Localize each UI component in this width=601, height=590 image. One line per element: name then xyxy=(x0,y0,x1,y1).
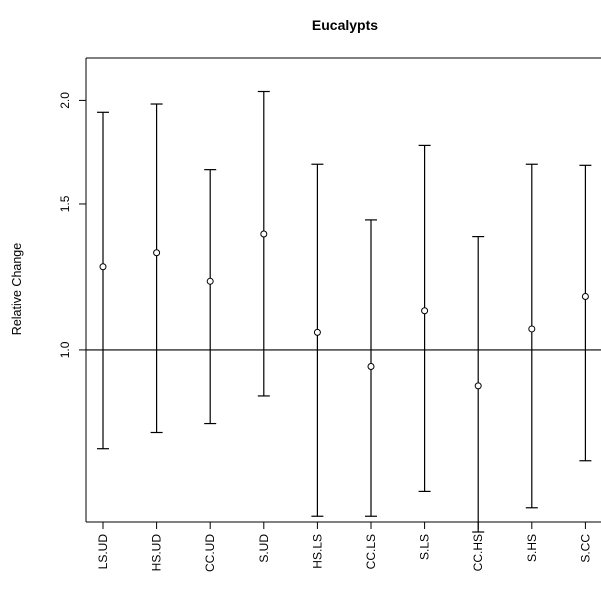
point-estimate xyxy=(206,277,214,285)
x-tick-label: S.CC xyxy=(578,534,592,563)
point-estimate xyxy=(313,328,321,336)
error-bar-hs-ls xyxy=(311,163,324,517)
x-tick-label: S.LS xyxy=(418,534,432,560)
error-bar-cc-ud xyxy=(204,169,217,425)
point-estimate xyxy=(153,249,161,257)
error-bar-s-ls xyxy=(418,144,431,493)
point-estimate xyxy=(421,307,429,315)
error-bar-cc-hs xyxy=(472,235,485,533)
error-bar-s-cc xyxy=(579,164,592,462)
y-tick-label: 1.0 xyxy=(58,341,72,358)
point-estimate xyxy=(260,230,268,238)
point-estimate xyxy=(528,325,536,333)
point-estimate xyxy=(474,382,482,390)
x-tick-label: S.HS xyxy=(525,534,539,562)
x-axis: LS.UD HS.UD CC.UD S.UD HS.LS CC.LS S.LS CC.HS S.… xyxy=(96,522,592,572)
x-tick-label: CC.LS xyxy=(364,534,378,569)
error-bar-cc-ls xyxy=(365,219,377,517)
x-tick-label: CC.HS xyxy=(471,534,485,571)
point-estimate xyxy=(581,292,589,300)
error-bar-s-hs xyxy=(525,163,538,509)
chart-title: Eucalypts xyxy=(312,17,378,33)
error-bar-ls-ud xyxy=(97,111,109,450)
x-tick-label: CC.UD xyxy=(203,534,217,572)
y-tick-label: 2.0 xyxy=(58,92,72,109)
error-bar-hs-ud xyxy=(150,103,163,434)
y-axis: 1.0 1.5 2.0 xyxy=(58,92,86,358)
x-tick-label: HS.LS xyxy=(310,534,324,569)
error-bar-s-ud xyxy=(257,90,270,397)
y-axis-label: Relative Change xyxy=(10,243,24,335)
point-estimate xyxy=(99,263,107,271)
point-estimate xyxy=(367,362,375,370)
error-bars xyxy=(97,90,592,533)
plot-frame xyxy=(85,57,601,523)
x-tick-label: HS.UD xyxy=(150,534,164,572)
x-tick-label: LS.UD xyxy=(96,534,110,570)
x-tick-label: S.UD xyxy=(257,534,271,563)
y-tick-label: 1.5 xyxy=(58,195,72,212)
